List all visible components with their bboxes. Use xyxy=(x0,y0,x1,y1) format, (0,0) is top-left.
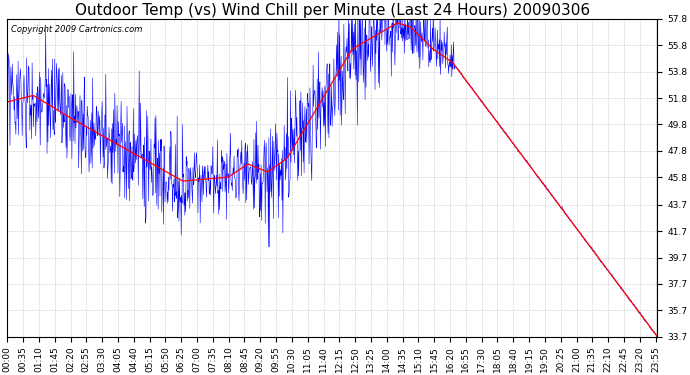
Title: Outdoor Temp (vs) Wind Chill per Minute (Last 24 Hours) 20090306: Outdoor Temp (vs) Wind Chill per Minute … xyxy=(75,3,590,18)
Text: Copyright 2009 Cartronics.com: Copyright 2009 Cartronics.com xyxy=(10,25,142,34)
